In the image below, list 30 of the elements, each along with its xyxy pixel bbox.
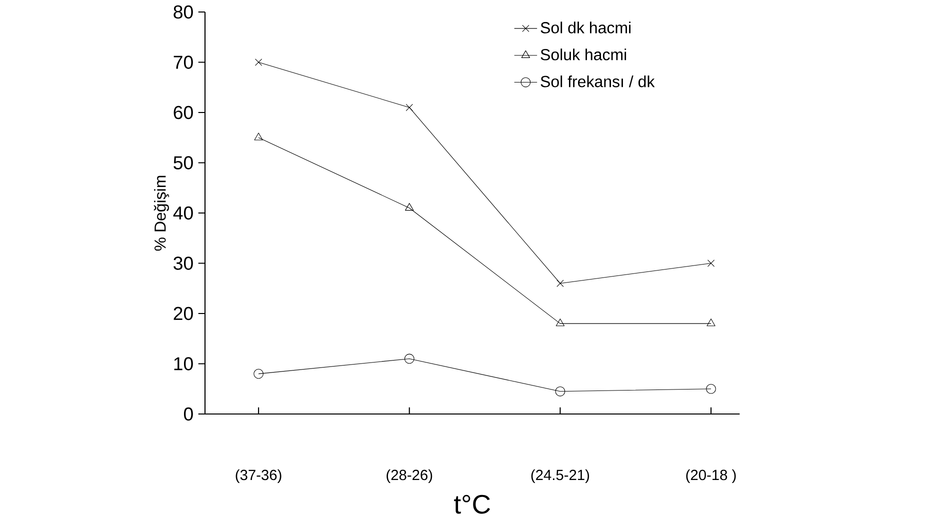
point: [254, 132, 263, 140]
point: [254, 368, 264, 379]
point: [406, 104, 413, 112]
x-tick-label: (20-18 ): [686, 469, 736, 484]
legend-label: Sol dk hacmi: [540, 22, 630, 34]
y-tick-label: 60: [174, 106, 193, 120]
y-tick-label: 20: [174, 306, 193, 320]
point: [555, 386, 566, 396]
y-tick-label: 0: [184, 407, 193, 421]
y-tick-label: 10: [174, 357, 193, 370]
x-tick-label: (24.5-21): [531, 469, 590, 484]
point: [405, 203, 414, 211]
point: [404, 354, 414, 364]
x-tick-label: (28-26): [386, 469, 432, 484]
y-tick-label: 40: [173, 206, 193, 220]
y-tick-label: 30: [174, 256, 193, 270]
x-axis-title: t°C: [454, 494, 490, 514]
y-tick-label: 70: [174, 56, 193, 69]
y-tick-label: 80: [174, 5, 193, 19]
legend-label: Soluk hacmi: [540, 48, 626, 60]
point: [706, 384, 716, 394]
point: [556, 280, 564, 287]
point: [707, 260, 715, 267]
point: [706, 318, 716, 326]
point: [254, 58, 262, 66]
y-axis-title: % Değişim: [154, 176, 170, 251]
x-tick-label: (37-36): [236, 469, 282, 484]
legend-label: Sol frekansı / dk: [540, 75, 655, 88]
point: [556, 318, 565, 326]
y-tick-label: 50: [174, 156, 193, 170]
